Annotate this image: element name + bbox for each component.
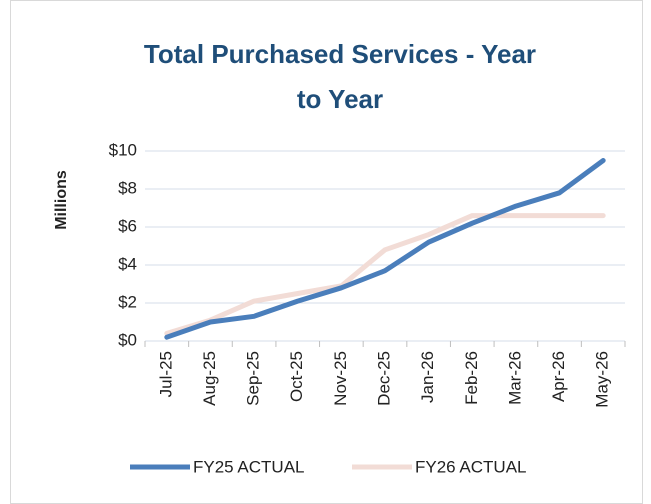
x-tick-label: Sep-25 — [244, 351, 263, 406]
chart-title: Total Purchased Services - Year — [144, 39, 536, 69]
y-tick-label: $10 — [109, 140, 137, 159]
x-tick-label: Mar-26 — [505, 351, 524, 405]
x-tick-label: Dec-25 — [374, 351, 393, 406]
y-axis-label: Millions — [53, 170, 70, 230]
y-tick-label: $0 — [118, 330, 137, 349]
x-tick-label: Apr-26 — [549, 351, 568, 402]
x-tick-label: Jan-26 — [418, 351, 437, 403]
legend-label: FY26 ACTUAL — [415, 457, 527, 476]
y-tick-label: $4 — [118, 254, 137, 273]
y-tick-label: $2 — [118, 292, 137, 311]
y-tick-label: $6 — [118, 216, 137, 235]
legend-label: FY25 ACTUAL — [193, 457, 305, 476]
chart-frame — [10, 0, 643, 504]
chart-title: to Year — [297, 84, 383, 114]
x-tick-label: Nov-25 — [331, 351, 350, 406]
x-tick-label: May-26 — [593, 351, 612, 408]
x-tick-label: Aug-25 — [200, 351, 219, 406]
x-tick-label: Oct-25 — [287, 351, 306, 402]
x-tick-label: Jul-25 — [156, 351, 175, 397]
y-tick-label: $8 — [118, 178, 137, 197]
series-line — [164, 213, 606, 336]
series-line — [164, 158, 606, 340]
x-tick-label: Feb-26 — [462, 351, 481, 405]
